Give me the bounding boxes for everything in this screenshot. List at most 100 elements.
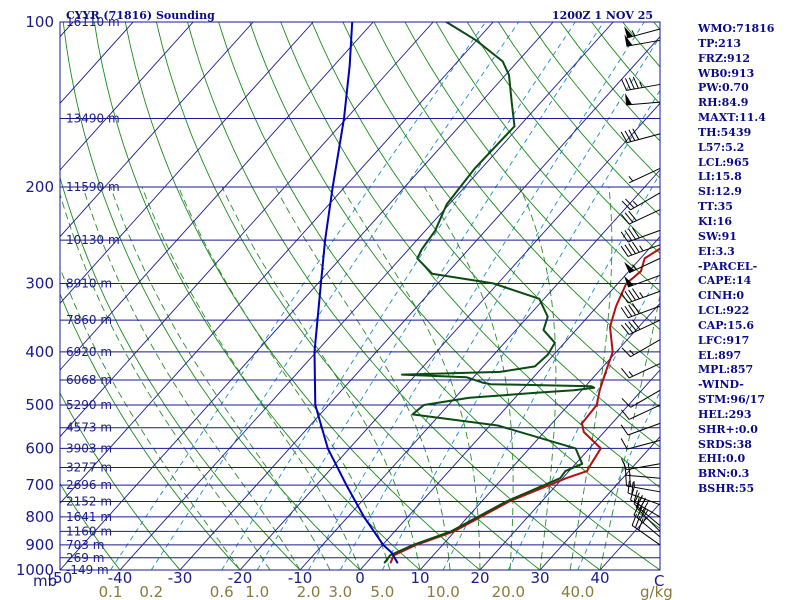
isotherm-line	[179, 35, 660, 570]
pressure-unit-label: mb	[33, 572, 57, 590]
wind-barb	[627, 480, 661, 506]
temperature-labels: -50 -40 -30 -20 -10 0 10 20 30 40	[48, 569, 610, 587]
height-label: 16110 m	[66, 15, 120, 29]
index-item: LI:15.8	[698, 170, 742, 184]
stability-indices: WMO:71816 TP:213 FRZ:912 WB0:913 PW:0.70 RH:8…	[698, 22, 798, 497]
index-item: CAP:15.6	[698, 318, 755, 332]
mixing-ratio-tick-label: 2.0	[297, 583, 321, 600]
wind-barb	[628, 167, 661, 184]
temperature-trace	[389, 247, 660, 564]
isotherm-line	[119, 22, 614, 570]
index-item: -PARCEL-	[698, 259, 758, 273]
temperature-tick-label: 30	[530, 569, 549, 587]
mixing-ratio-tick-label: 1.0	[245, 583, 269, 600]
isotherms	[60, 22, 660, 570]
isotherm-line	[60, 22, 254, 238]
height-label: 6920 m	[66, 345, 112, 359]
index-item: LCL:965	[698, 155, 750, 169]
height-label: 3277 m	[66, 460, 112, 474]
index-item: -WIND-	[698, 378, 744, 392]
index-item: TT:35	[698, 200, 733, 214]
isotherm-line	[479, 369, 660, 570]
wind-barb	[621, 389, 661, 408]
wind-barb	[621, 404, 661, 420]
temperature-tick-label: 0	[355, 569, 365, 587]
index-item: SI:12.9	[698, 185, 742, 199]
temperature-tick-label: -20	[228, 569, 253, 587]
wind-barb	[620, 128, 661, 144]
pressure-tick-label: 1000	[16, 561, 54, 579]
wind-barb	[630, 487, 661, 518]
height-label: 3903 m	[66, 441, 112, 455]
height-label: 11590 m	[66, 180, 120, 194]
dry-adiabat-line	[93, 22, 421, 570]
index-item: SRDS:38	[698, 437, 752, 451]
height-label: 269 m	[66, 551, 104, 565]
pressure-tick-label: 600	[25, 439, 54, 457]
isotherm-line	[60, 22, 434, 438]
mixing-ratio-tick-label: 0.1	[99, 583, 123, 600]
index-item: LFC:917	[698, 333, 750, 347]
wind-barb	[621, 363, 661, 379]
height-label: 13490 m	[66, 111, 120, 125]
index-item: TH:5439	[698, 125, 752, 139]
wind-barb	[621, 192, 661, 211]
temperature-unit-label: C	[654, 572, 664, 590]
index-item: RH:84.9	[698, 96, 749, 110]
height-label: 5290 m	[66, 398, 112, 412]
valid-time: 1200Z 1 NOV 25	[552, 9, 653, 22]
height-label: 6068 m	[66, 373, 112, 387]
wind-barb	[620, 227, 661, 243]
wind-barb	[624, 257, 661, 274]
pressure-tick-label: 500	[25, 396, 54, 414]
mixing-ratio-unit-label: g/kg	[640, 583, 673, 600]
isotherm-line	[60, 22, 494, 505]
dewpoint-trace	[383, 22, 596, 564]
pressure-tick-label: 700	[25, 476, 54, 494]
height-label: 2696 m	[66, 478, 112, 492]
mixing-ratio-tick-label: 10.0	[426, 583, 459, 600]
index-item: TP:213	[698, 36, 742, 50]
pressure-tick-label: 100	[25, 13, 54, 31]
wind-barb	[620, 438, 661, 450]
mixing-ratio-tick-label: 0.6	[210, 583, 234, 600]
wind-barb	[623, 274, 661, 288]
height-label: 7860 m	[66, 313, 112, 327]
temperature-tick-label: 20	[470, 569, 489, 587]
moist-adiabat-line	[141, 186, 361, 570]
wind-barbs	[620, 26, 661, 546]
mixing-ratio-tick-label: 40.0	[561, 583, 594, 600]
wind-barb	[620, 288, 661, 304]
index-item: BRN:0.3	[698, 467, 750, 481]
wind-barb	[623, 462, 661, 479]
height-lines	[60, 22, 660, 570]
height-label: 703 m	[66, 538, 104, 552]
isotherm-line	[419, 302, 660, 570]
isotherm-line	[60, 22, 314, 305]
wind-barb	[625, 93, 661, 106]
mixing-ratio-tick-label: 0.2	[139, 583, 163, 600]
wind-barb	[621, 339, 661, 358]
wind-barb	[631, 513, 661, 546]
height-label: 1160 m	[66, 524, 112, 538]
wind-barb	[621, 209, 661, 225]
isotherm-line	[60, 22, 554, 570]
isotherm-line	[539, 435, 660, 570]
wind-barb	[621, 76, 661, 91]
isotherm-line	[60, 22, 194, 171]
station-title: CYYR (71816) Sounding	[66, 9, 215, 22]
index-item: MPL:857	[698, 363, 754, 377]
chart-frame	[59, 21, 661, 571]
index-item: HEL:293	[698, 407, 752, 421]
pressure-tick-label: 400	[25, 343, 54, 361]
height-label: 1641 m	[66, 510, 112, 524]
temperature-tick-label: -10	[288, 569, 313, 587]
temperature-tick-label: 40	[590, 569, 609, 587]
index-item: EHI:0.0	[698, 452, 746, 466]
index-item: WB0:913	[698, 66, 755, 80]
moist-adiabat-line	[221, 186, 421, 570]
index-item: PW:0.70	[698, 81, 749, 95]
index-item: CINH:0	[698, 289, 745, 303]
